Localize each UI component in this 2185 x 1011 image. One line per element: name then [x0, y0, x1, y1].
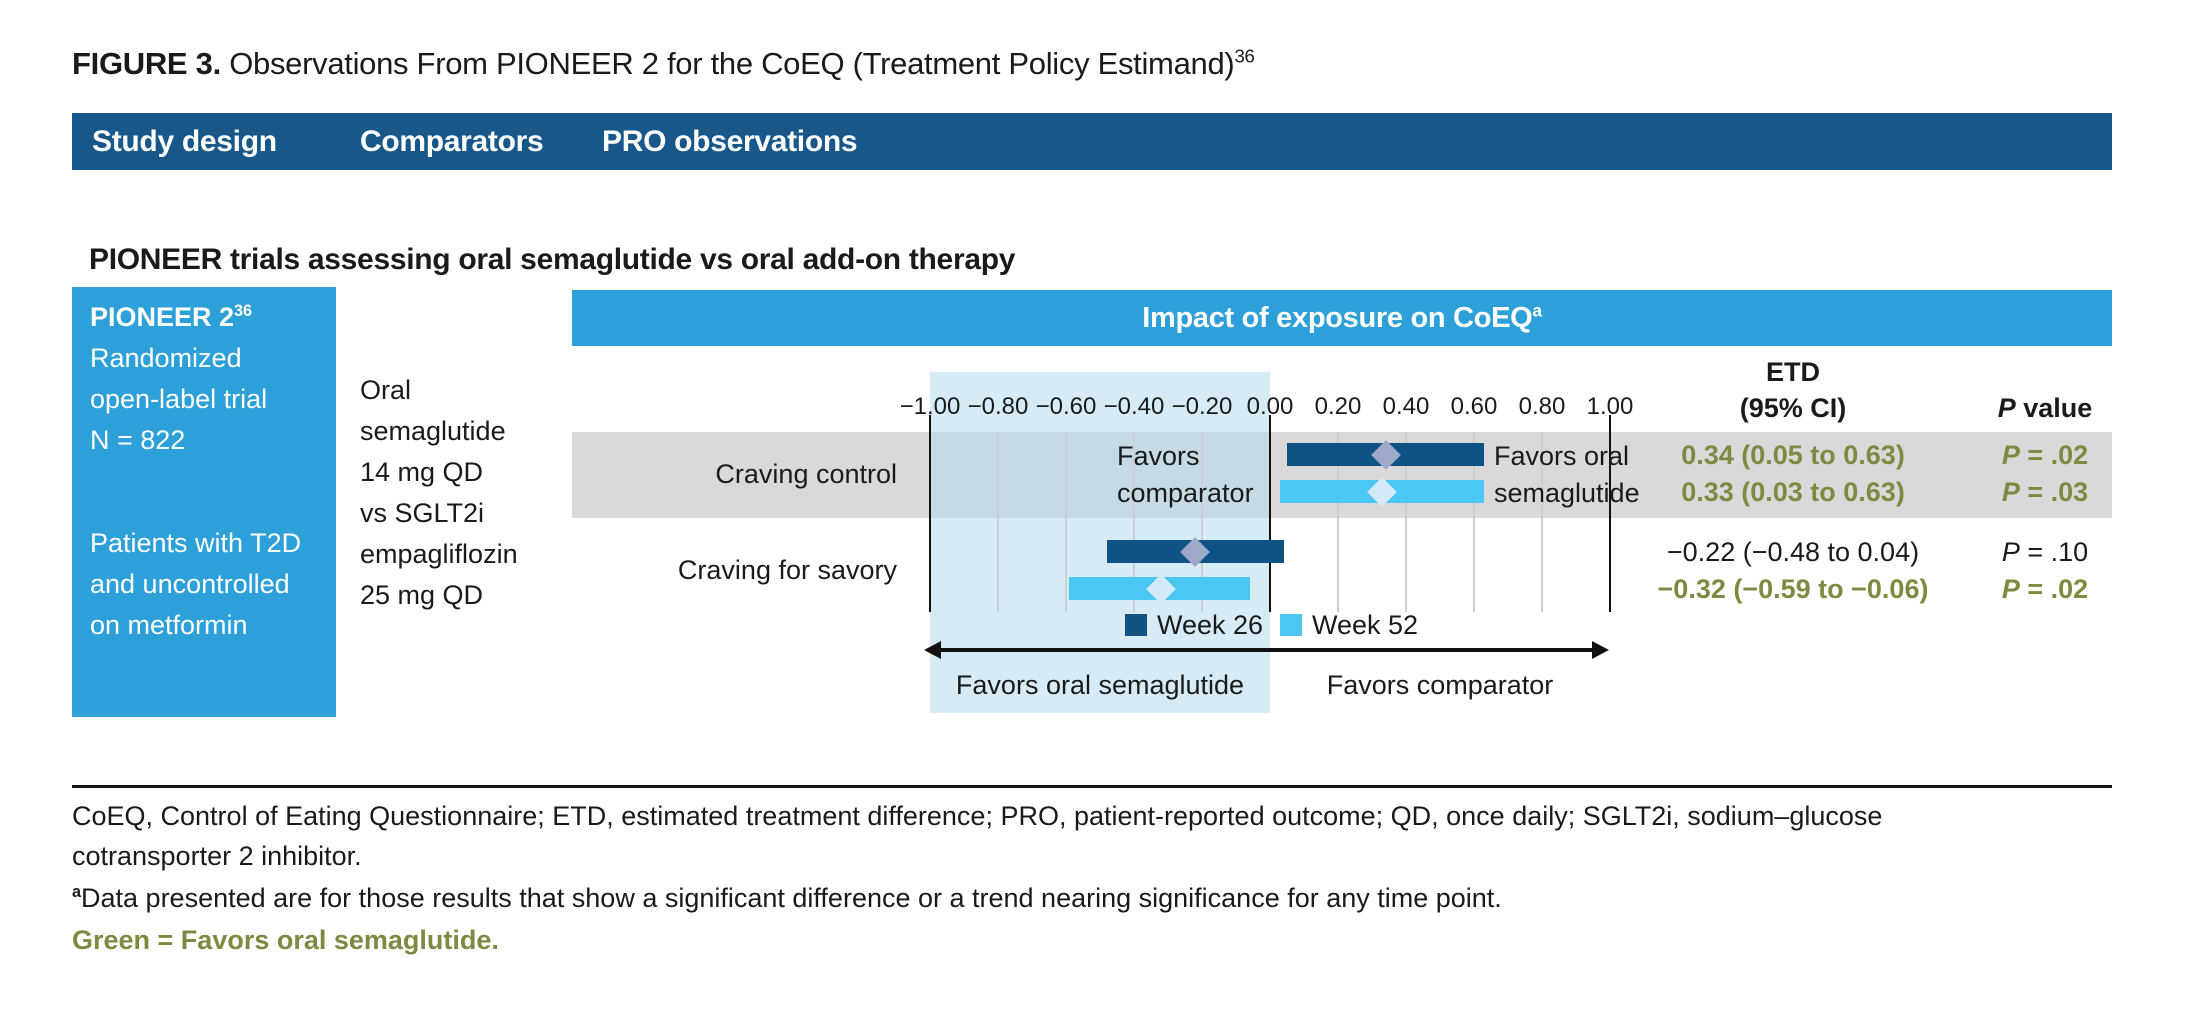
- tick-label: −0.80: [967, 393, 1029, 420]
- trial-design-line: Randomized: [90, 343, 242, 373]
- arrow-label-favors-oral-semaglutide: Favors oral semaglutide: [955, 670, 1245, 700]
- abbreviations-note: CoEQ, Control of Eating Questionnaire; E…: [72, 801, 1883, 871]
- arrow-label-favors-comparator: Favors comparator: [1326, 670, 1554, 700]
- favors-comparator-annotation: Favors comparator: [1117, 441, 1254, 508]
- gridline: [1065, 432, 1067, 612]
- arrow-right-head-icon: [1592, 641, 1609, 659]
- tab-bar: Study design Comparators PRO observation…: [72, 113, 2112, 170]
- p-value-column-header: P value: [1997, 393, 2093, 423]
- footnote-marker: a: [72, 883, 82, 901]
- comparator-line: Oral: [360, 375, 412, 405]
- tick-label: 0.60: [1450, 393, 1498, 420]
- tick-label: −0.40: [1103, 393, 1165, 420]
- etd-ci-column-header: (95% CI): [1739, 393, 1847, 423]
- row-label-craving-control: Craving control: [715, 459, 897, 489]
- trial-population-line: on metformin: [90, 610, 248, 640]
- figure-title-text: Observations From PIONEER 2 for the CoEQ…: [220, 46, 1235, 81]
- comparator-line: 14 mg QD: [360, 457, 484, 487]
- etd-column-header: ETD: [1766, 357, 1820, 387]
- comparator-line: empagliflozin: [360, 539, 518, 569]
- tab-comparators[interactable]: Comparators: [360, 125, 544, 158]
- p-value: P = .10: [2001, 537, 2089, 567]
- study-design-panel: PIONEER 236 Randomized open-label trial …: [72, 287, 336, 717]
- favors-oral-semaglutide-annotation: Favors oral semaglutide: [1494, 441, 1640, 508]
- tick-label: 0.20: [1314, 393, 1362, 420]
- gridline: [1473, 432, 1475, 612]
- chart-header-bar: Impact of exposure on CoEQa: [572, 290, 2112, 346]
- etd-value: 0.33 (0.03 to 0.63): [1681, 477, 1905, 507]
- gridline: [997, 432, 999, 612]
- gridline: [1337, 432, 1339, 612]
- arrow-left-head-icon: [924, 641, 941, 659]
- footer-divider: [72, 785, 2112, 788]
- comparator-line: semaglutide: [360, 416, 506, 446]
- tick-label: −1.00: [899, 393, 961, 420]
- figure-reference: 36: [1234, 45, 1255, 67]
- week-26-legend-swatch: [1125, 614, 1147, 636]
- axis-line: [929, 415, 931, 612]
- trial-n: N = 822: [90, 425, 186, 455]
- figure-label: FIGURE 3.: [72, 46, 221, 81]
- etd-value: 0.34 (0.05 to 0.63): [1681, 440, 1905, 470]
- color-key-note: Green = Favors oral semaglutide.: [72, 925, 499, 955]
- comparator-line: vs SGLT2i: [360, 498, 485, 528]
- gridline: [1541, 432, 1543, 612]
- week-26-legend-label: Week 26: [1157, 610, 1264, 640]
- p-value: P = .02: [2001, 440, 2089, 470]
- gridline: [1201, 432, 1203, 612]
- etd-value: −0.32 (−0.59 to −0.06): [1657, 574, 1929, 604]
- p-value: P = .02: [2001, 574, 2089, 604]
- section-heading: PIONEER trials assessing oral semaglutid…: [89, 243, 1016, 276]
- comparator-line: 25 mg QD: [360, 580, 484, 610]
- tick-label: 0.80: [1518, 393, 1566, 420]
- data-footnote: aData presented are for those results th…: [72, 883, 1502, 913]
- comparators-panel: Oral semaglutide 14 mg QD vs SGLT2i empa…: [360, 370, 518, 616]
- tab-pro-observations[interactable]: PRO observations: [602, 125, 858, 158]
- trial-population-line: and uncontrolled: [90, 569, 290, 599]
- trial-population-line: Patients with T2D: [90, 528, 302, 558]
- row-label-craving-for-savory: Craving for savory: [677, 555, 897, 585]
- gridline: [1405, 432, 1407, 612]
- tab-study-design[interactable]: Study design: [92, 125, 277, 158]
- tick-label: −0.20: [1171, 393, 1233, 420]
- p-value: P = .03: [2001, 477, 2089, 507]
- trial-name: PIONEER 236: [90, 302, 253, 332]
- tick-label: 0.00: [1246, 393, 1294, 420]
- tick-label: −0.60: [1035, 393, 1097, 420]
- figure-caption: FIGURE 3. Observations From PIONEER 2 fo…: [72, 44, 1255, 84]
- tick-label: 1.00: [1586, 393, 1634, 420]
- axis-line: [1609, 415, 1611, 612]
- direction-arrow: [938, 648, 1592, 652]
- week-52-legend-label: Week 52: [1312, 610, 1419, 640]
- tick-label: 0.40: [1382, 393, 1430, 420]
- gridline: [1133, 432, 1135, 612]
- trial-design-line: open-label trial: [90, 384, 268, 414]
- week-52-legend-swatch: [1280, 614, 1302, 636]
- axis-line: [1269, 415, 1271, 612]
- etd-value: −0.22 (−0.48 to 0.04): [1666, 537, 1920, 567]
